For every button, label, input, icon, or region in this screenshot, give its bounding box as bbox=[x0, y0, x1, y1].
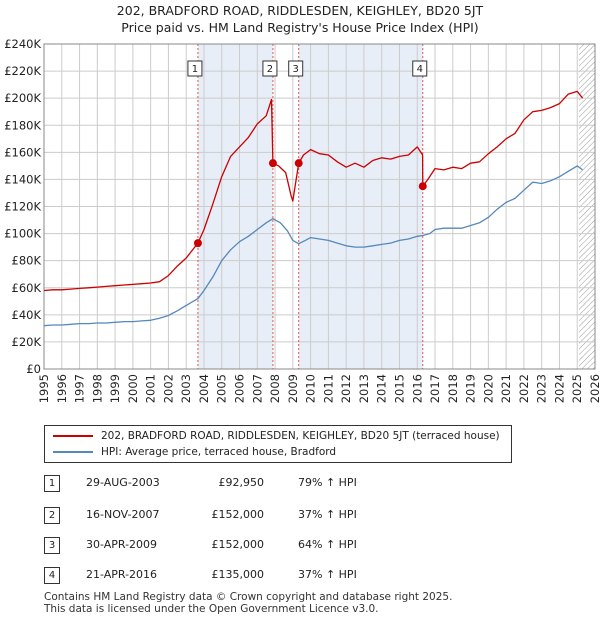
table-row: 1 29-AUG-2003 £92,950 79% ↑ HPI bbox=[44, 475, 444, 493]
sale-label-frame bbox=[262, 60, 278, 77]
x-tick-label: 2014 bbox=[375, 374, 389, 403]
x-tick-label: 1999 bbox=[108, 374, 122, 403]
sale-label-box: 2 bbox=[262, 60, 278, 77]
x-tick-label: 1997 bbox=[73, 374, 87, 403]
transaction-date: 30-APR-2009 bbox=[86, 538, 158, 551]
sale-point bbox=[294, 159, 303, 168]
legend: 202, BRADFORD ROAD, RIDDLESDEN, KEIGHLEY… bbox=[44, 425, 512, 463]
x-tick-label: 2000 bbox=[126, 374, 140, 403]
transaction-hpi: 37% ↑ HPI bbox=[298, 508, 357, 521]
x-tick-label: 2006 bbox=[233, 374, 247, 403]
y-tick-label: £200K bbox=[4, 91, 41, 105]
legend-property-label: 202, BRADFORD ROAD, RIDDLESDEN, KEIGHLEY… bbox=[101, 430, 500, 442]
sale-label-frame bbox=[187, 60, 203, 77]
x-tick-label: 2013 bbox=[357, 374, 371, 403]
x-tick-label: 2008 bbox=[268, 374, 282, 403]
x-tick-label: 2021 bbox=[499, 374, 513, 403]
sale-label-number: 4 bbox=[417, 64, 423, 75]
table-row: 2 16-NOV-2007 £152,000 37% ↑ HPI bbox=[44, 507, 444, 525]
sale-label-box: 1 bbox=[187, 60, 203, 77]
x-tick-label: 2004 bbox=[197, 374, 211, 403]
x-tick-label: 1995 bbox=[37, 374, 51, 403]
transaction-number: 2 bbox=[44, 507, 60, 524]
plot-border bbox=[43, 43, 596, 370]
transaction-number: 1 bbox=[44, 475, 60, 492]
x-tick-label: 2015 bbox=[392, 374, 406, 403]
x-tick-label: 2025 bbox=[570, 374, 584, 403]
x-tick-label: 2026 bbox=[588, 374, 600, 403]
footer-copyright: Contains HM Land Registry data © Crown c… bbox=[44, 591, 453, 603]
footer-licence: This data is licensed under the Open Gov… bbox=[44, 603, 379, 615]
transaction-price: £152,000 bbox=[211, 508, 265, 521]
legend-property: 202, BRADFORD ROAD, RIDDLESDEN, KEIGHLEY… bbox=[53, 428, 500, 444]
x-tick-label: 2011 bbox=[321, 374, 335, 403]
table-row: 4 21-APR-2016 £135,000 37% ↑ HPI bbox=[44, 567, 444, 585]
y-tick-label: £180K bbox=[4, 118, 41, 132]
x-tick-label: 2010 bbox=[304, 374, 318, 403]
property-series-line bbox=[43, 90, 584, 292]
transaction-hpi: 37% ↑ HPI bbox=[298, 568, 357, 581]
legend-hpi-swatch bbox=[53, 451, 93, 453]
transaction-date: 29-AUG-2003 bbox=[86, 476, 160, 489]
y-tick-label: £80K bbox=[12, 254, 42, 268]
sale-point bbox=[193, 239, 202, 248]
transaction-price: £92,950 bbox=[218, 476, 265, 489]
x-tick-label: 2017 bbox=[428, 374, 442, 403]
x-tick-label: 1996 bbox=[55, 374, 69, 403]
transaction-number: 3 bbox=[44, 537, 60, 554]
transaction-number: 4 bbox=[44, 567, 60, 584]
y-tick-label: £40K bbox=[12, 308, 42, 322]
y-tick-label: £0 bbox=[26, 362, 41, 376]
y-tick-label: £20K bbox=[12, 335, 42, 349]
sale-label-frame bbox=[288, 60, 304, 77]
y-tick-label: £120K bbox=[4, 200, 41, 214]
legend-property-swatch bbox=[53, 435, 93, 437]
sale-label-box: 4 bbox=[412, 60, 428, 77]
sale-label-number: 2 bbox=[267, 64, 273, 75]
price-chart: £0 £20K £40K £60K £80K £100K £120K £140K £160K £1… bbox=[4, 37, 600, 403]
y-tick-label: £220K bbox=[4, 64, 41, 78]
x-tick-label: 2002 bbox=[161, 374, 175, 403]
x-tick-label: 2009 bbox=[286, 374, 300, 403]
chart-subtitle: Price paid vs. HM Land Registry's House … bbox=[121, 20, 479, 35]
x-tick-label: 2024 bbox=[552, 374, 566, 403]
x-tick-label: 1998 bbox=[90, 374, 104, 403]
hpi-series-line bbox=[43, 165, 583, 327]
x-tick-label: 2005 bbox=[215, 374, 229, 403]
sale-point bbox=[418, 182, 427, 191]
transaction-price: £152,000 bbox=[211, 538, 265, 551]
sale-label-number: 1 bbox=[192, 64, 198, 75]
y-tick-label: £100K bbox=[4, 227, 41, 241]
sale-point bbox=[268, 159, 277, 168]
transaction-date: 21-APR-2016 bbox=[86, 568, 158, 581]
x-tick-label: 2012 bbox=[339, 374, 353, 403]
sale-label-frame bbox=[412, 60, 428, 77]
x-tick-label: 2023 bbox=[535, 374, 549, 403]
legend-hpi: HPI: Average price, terraced house, Brad… bbox=[53, 444, 336, 460]
y-tick-label: £240K bbox=[4, 37, 41, 51]
chart-title: 202, BRADFORD ROAD, RIDDLESDEN, KEIGHLEY… bbox=[116, 3, 484, 18]
table-row: 3 30-APR-2009 £152,000 64% ↑ HPI bbox=[44, 537, 444, 555]
y-tick-label: £160K bbox=[4, 145, 41, 159]
x-tick-label: 2022 bbox=[517, 374, 531, 403]
transaction-price: £135,000 bbox=[211, 568, 265, 581]
sale-label-number: 3 bbox=[293, 64, 299, 75]
y-tick-label: £140K bbox=[4, 172, 41, 186]
transaction-date: 16-NOV-2007 bbox=[86, 508, 160, 521]
x-tick-label: 2019 bbox=[464, 374, 478, 403]
x-tick-label: 2020 bbox=[481, 374, 495, 403]
x-tick-label: 2001 bbox=[144, 374, 158, 403]
x-tick-label: 2007 bbox=[250, 374, 264, 403]
y-tick-label: £60K bbox=[12, 281, 42, 295]
legend-hpi-label: HPI: Average price, terraced house, Brad… bbox=[101, 446, 337, 458]
transaction-hpi: 64% ↑ HPI bbox=[298, 538, 357, 551]
sale-label-box: 3 bbox=[288, 60, 304, 77]
x-tick-label: 2003 bbox=[179, 374, 193, 403]
x-tick-label: 2016 bbox=[410, 374, 424, 403]
transaction-hpi: 79% ↑ HPI bbox=[298, 476, 357, 489]
x-tick-label: 2018 bbox=[446, 374, 460, 403]
